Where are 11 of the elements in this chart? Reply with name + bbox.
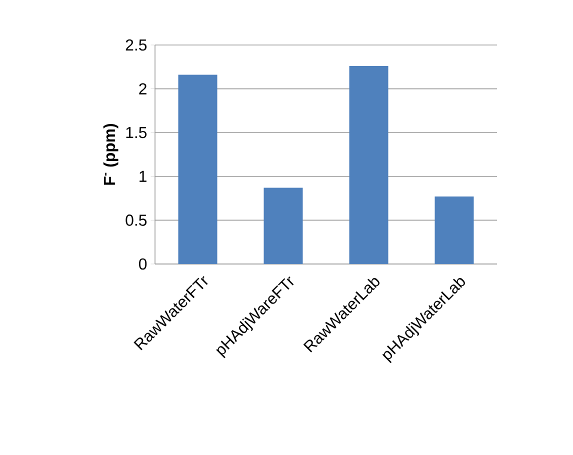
text: F$^{-}$ (ppm): [103, 124, 118, 185]
y-tick-label: 2: [139, 83, 146, 94]
bar: [178, 74, 218, 264]
y-tick-label: 1.5: [126, 127, 147, 138]
y-tick-label: 1: [140, 170, 146, 182]
y-tick-label: 0: [138, 258, 147, 270]
bar: [264, 188, 303, 264]
bar: [434, 196, 474, 264]
y-tick-label: 2.5: [126, 39, 147, 51]
bar: [349, 66, 388, 264]
y-tick-label: 0.5: [126, 214, 147, 226]
